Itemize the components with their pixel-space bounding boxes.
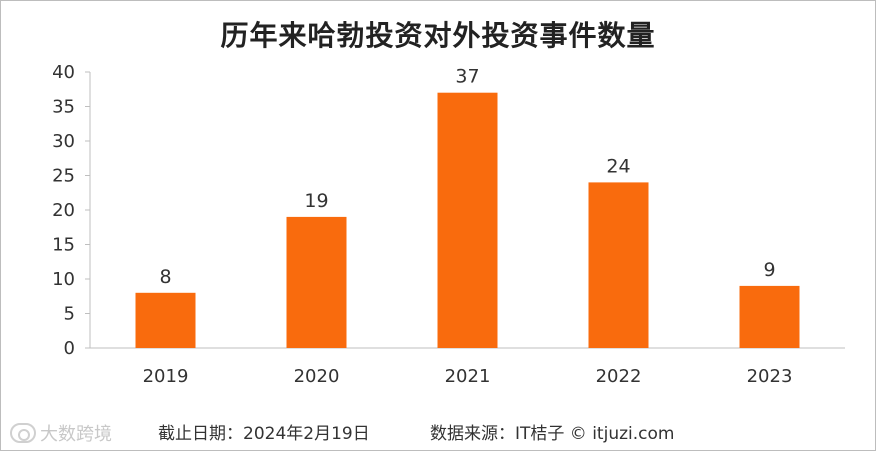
y-tick-label: 35	[52, 97, 75, 118]
data-source: 数据来源：IT桔子 © itjuzi.com	[430, 424, 675, 444]
x-tick-label: 2022	[596, 366, 642, 387]
x-tick-label: 2020	[294, 366, 340, 387]
y-tick-label: 15	[52, 235, 75, 256]
camera-logo-icon	[10, 423, 36, 443]
watermark: 大数跨境	[10, 420, 112, 446]
y-tick-label: 30	[52, 131, 75, 152]
data-label: 8	[159, 266, 171, 288]
watermark-text: 大数跨境	[40, 424, 112, 445]
bar	[437, 92, 498, 348]
data-label: 19	[304, 190, 328, 212]
y-tick-label: 0	[64, 338, 75, 359]
bar	[739, 285, 800, 348]
data-label: 24	[606, 155, 630, 177]
y-tick-label: 20	[52, 200, 75, 221]
chart-title: 历年来哈勃投资对外投资事件数量	[220, 19, 656, 52]
y-tick-label: 10	[52, 269, 75, 290]
y-tick-label: 25	[52, 166, 75, 187]
bar	[135, 292, 196, 348]
y-tick-label: 5	[64, 304, 75, 325]
bar	[286, 216, 347, 348]
cutoff-date: 截止日期：2024年2月19日	[158, 424, 370, 444]
x-tick-label: 2021	[445, 366, 491, 387]
x-tick-label: 2023	[747, 366, 793, 387]
data-label: 9	[763, 259, 775, 281]
x-tick-label: 2019	[143, 366, 189, 387]
bar	[588, 182, 649, 348]
data-label: 37	[455, 66, 479, 88]
y-tick-label: 40	[52, 62, 75, 83]
